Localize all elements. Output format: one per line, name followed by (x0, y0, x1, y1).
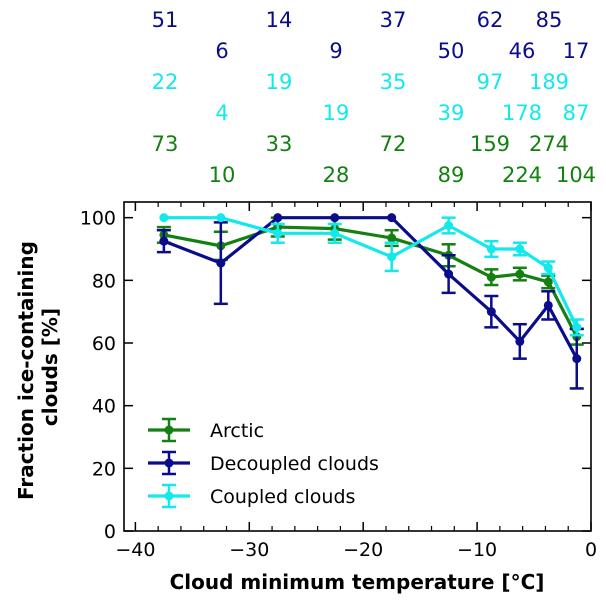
x-tick-label: −30 (229, 539, 269, 561)
count-label: 46 (509, 39, 536, 63)
count-label: 22 (152, 70, 179, 94)
data-point (486, 307, 496, 317)
data-point (387, 252, 397, 262)
plot-axes: −40 −30 −20 −10 0 0 20 40 60 80 100 (80, 201, 597, 561)
count-label: 224 (502, 163, 542, 187)
series-line (163, 216, 579, 329)
count-label: 72 (380, 132, 407, 156)
count-label: 51 (152, 8, 179, 32)
data-point (273, 213, 283, 223)
legend-entry: Decoupled clouds (148, 450, 379, 476)
count-label: 39 (438, 101, 465, 125)
count-label: 4 (215, 101, 228, 125)
legend-label: Coupled clouds (210, 486, 355, 508)
data-point (515, 336, 525, 346)
count-label: 178 (502, 101, 542, 125)
data-point (543, 263, 553, 273)
count-label: 274 (529, 132, 569, 156)
count-label: 104 (556, 163, 596, 187)
y-axis-label: Fraction ice-containing clouds [%] (14, 234, 62, 500)
series-decoupled-clouds (156, 213, 584, 390)
data-point (387, 213, 397, 223)
x-tick-label: −40 (115, 539, 155, 561)
data-point (330, 228, 340, 238)
count-label: 50 (438, 39, 465, 63)
count-label: 9 (329, 39, 342, 63)
data-point (273, 228, 283, 238)
count-label: 19 (266, 70, 293, 94)
data-point (444, 269, 454, 279)
legend-marker (164, 458, 174, 468)
x-tick-label: −20 (343, 539, 383, 561)
count-label: 35 (380, 70, 407, 94)
data-point (543, 300, 553, 310)
count-label: 28 (323, 163, 350, 187)
data-point (515, 269, 525, 279)
x-axis-label: Cloud minimum temperature [°C] (170, 570, 545, 594)
count-label: 10 (209, 163, 236, 187)
data-point (572, 322, 582, 332)
legend-marker (164, 491, 174, 501)
data-point (486, 244, 496, 254)
y-axis-label-line-1: Fraction ice-containing (14, 241, 38, 500)
count-label: 159 (470, 132, 510, 156)
data-point (330, 213, 340, 223)
data-point (515, 244, 525, 254)
count-label: 6 (215, 39, 228, 63)
sample-count-annotations: 51 14 37 62 85 6 9 50 46 17 22 19 35 97 189 4 19 39 178 87 7… (152, 8, 596, 187)
count-label: 85 (536, 8, 563, 32)
legend-entry: Arctic (148, 417, 264, 443)
y-tick-label: 100 (80, 208, 116, 230)
plot-series (156, 213, 584, 390)
data-point (159, 236, 169, 246)
count-label: 189 (529, 70, 569, 94)
data-point (543, 277, 553, 287)
y-tick-label: 0 (104, 521, 116, 543)
data-point (387, 233, 397, 243)
count-label: 14 (266, 8, 293, 32)
plot-frame (123, 201, 592, 532)
data-point (572, 354, 582, 364)
count-label: 33 (266, 132, 293, 156)
y-axis-label-line-2: clouds [%] (38, 308, 62, 426)
legend-label: Arctic (210, 420, 264, 442)
count-label: 89 (438, 163, 465, 187)
y-tick-label: 80 (92, 270, 116, 292)
series-coupled-clouds (159, 213, 584, 337)
count-label: 62 (477, 8, 504, 32)
y-tick-label: 20 (92, 458, 116, 480)
count-label: 97 (477, 70, 504, 94)
data-point (486, 272, 496, 282)
legend: Arctic Decoupled clouds Coupled clouds (148, 417, 379, 509)
legend-marker (164, 425, 174, 435)
count-label: 87 (563, 101, 590, 125)
data-point (444, 221, 454, 230)
data-point (159, 213, 169, 223)
legend-label: Decoupled clouds (210, 453, 379, 475)
x-tick-label: −10 (457, 539, 497, 561)
data-point (216, 213, 226, 223)
count-label: 19 (323, 101, 350, 125)
series-line (163, 216, 579, 360)
legend-entry: Coupled clouds (148, 483, 355, 509)
y-tick-label: 60 (92, 333, 116, 355)
data-point (216, 258, 226, 268)
y-tick-label: 40 (92, 396, 116, 418)
count-label: 73 (152, 132, 179, 156)
count-label: 17 (563, 39, 590, 63)
x-tick-label: 0 (585, 539, 597, 561)
count-label: 37 (380, 8, 407, 32)
